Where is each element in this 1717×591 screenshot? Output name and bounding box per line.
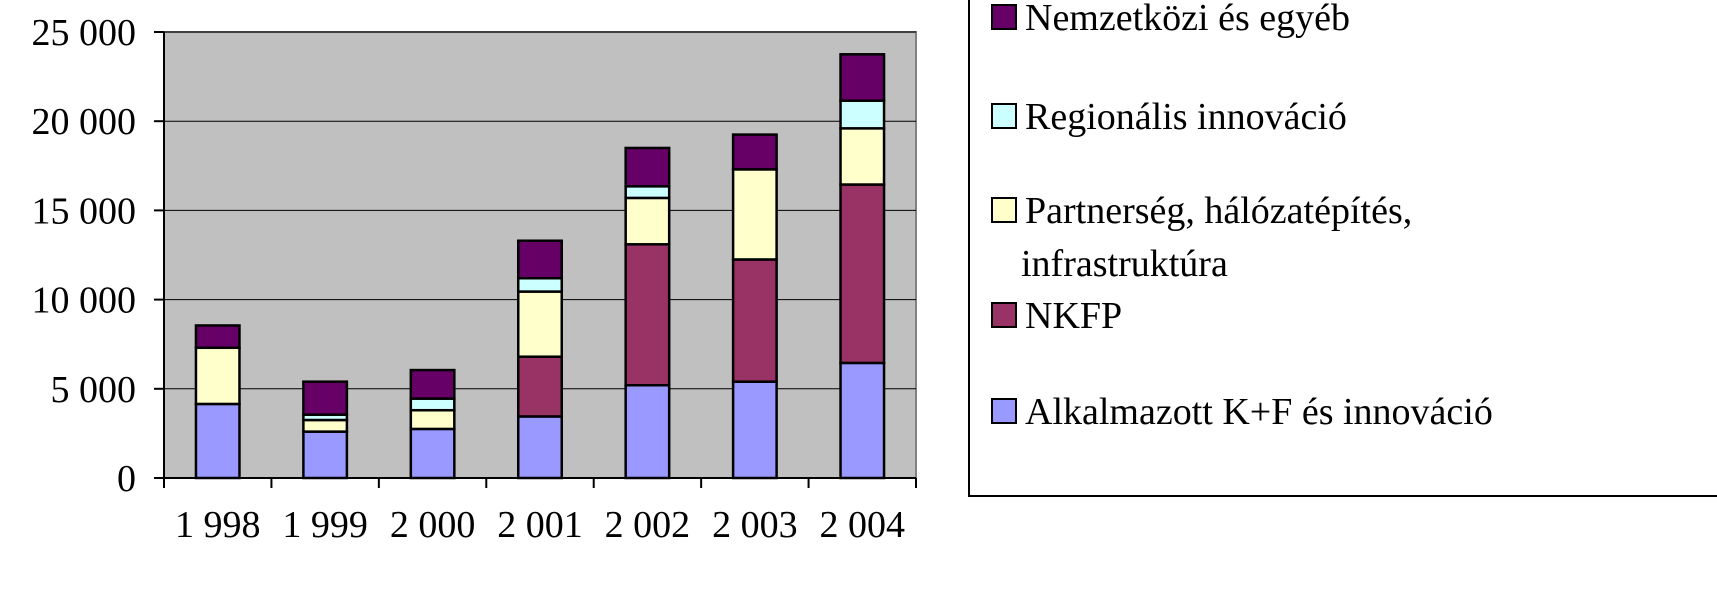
bar-segment bbox=[409, 368, 456, 400]
bar-segment bbox=[731, 258, 778, 383]
x-tick-label: 2 001 bbox=[497, 504, 583, 546]
bars bbox=[194, 53, 886, 480]
legend-swatch bbox=[991, 398, 1017, 424]
legend-box bbox=[968, 0, 1717, 497]
bar-segment bbox=[839, 127, 886, 186]
bar-segment bbox=[302, 380, 349, 416]
y-tick-label: 25 000 bbox=[32, 12, 137, 54]
bar-segment bbox=[839, 361, 886, 480]
bar-segment bbox=[194, 402, 241, 480]
bar-segment bbox=[409, 397, 456, 412]
bar-segment bbox=[839, 183, 886, 365]
x-tick-label: 1 999 bbox=[282, 504, 368, 546]
y-tick-label: 5 000 bbox=[51, 369, 137, 411]
bar-segment bbox=[624, 146, 671, 188]
x-tick-label: 2 000 bbox=[390, 504, 476, 546]
bar-segment bbox=[516, 415, 564, 480]
bar-segment bbox=[516, 290, 564, 358]
y-tick-label: 10 000 bbox=[32, 280, 137, 322]
bar-segment bbox=[839, 53, 886, 102]
bar-segment bbox=[731, 380, 778, 480]
bar-segment bbox=[624, 196, 671, 246]
x-tick-label: 2 002 bbox=[605, 504, 691, 546]
x-tick-label: 2 004 bbox=[820, 504, 906, 546]
bar-segment bbox=[516, 355, 564, 418]
bar-segment bbox=[302, 430, 349, 480]
legend-label: NKFP bbox=[1025, 295, 1122, 337]
bar-segment bbox=[839, 99, 886, 130]
bar-segment bbox=[731, 133, 778, 171]
y-tick-labels: 0 5 000 10 000 15 000 20 000 25 000 bbox=[32, 12, 137, 500]
y-tick-label: 15 000 bbox=[32, 190, 137, 232]
legend-label: Alkalmazott K+F és innováció bbox=[1025, 391, 1493, 433]
bar-segment bbox=[731, 168, 778, 261]
legend-label: infrastruktúra bbox=[1021, 243, 1228, 285]
legend-label: Partnerség, hálózatépítés, bbox=[1025, 190, 1412, 232]
bar-segment bbox=[302, 418, 349, 433]
bar-segment bbox=[624, 383, 671, 480]
bar-segment bbox=[194, 346, 241, 406]
legend-label: Regionális innováció bbox=[1025, 96, 1347, 138]
legend-swatch bbox=[991, 302, 1017, 328]
legend: Nemzetközi és egyéb Regionális innováció P… bbox=[991, 0, 1493, 433]
legend-swatch bbox=[991, 197, 1017, 223]
legend-swatch bbox=[991, 103, 1017, 129]
y-tick-label: 20 000 bbox=[32, 101, 137, 143]
y-tick-label: 0 bbox=[117, 458, 136, 500]
legend-label: Nemzetközi és egyéb bbox=[1025, 0, 1350, 39]
bar-segment bbox=[516, 239, 564, 280]
x-tick-label: 2 003 bbox=[712, 504, 798, 546]
axes bbox=[154, 31, 917, 488]
bar-segment bbox=[409, 427, 456, 480]
bar-segment bbox=[624, 185, 671, 200]
x-tick-label: 1 998 bbox=[175, 504, 261, 546]
bar-segment bbox=[516, 276, 564, 293]
x-tick-labels: 1 998 1 999 2 000 2 001 2 002 2 003 2 004 bbox=[175, 504, 905, 546]
bar-segment bbox=[194, 324, 241, 350]
bar-segment bbox=[409, 408, 456, 431]
legend-swatch bbox=[991, 4, 1017, 30]
bar-segment bbox=[624, 243, 671, 387]
